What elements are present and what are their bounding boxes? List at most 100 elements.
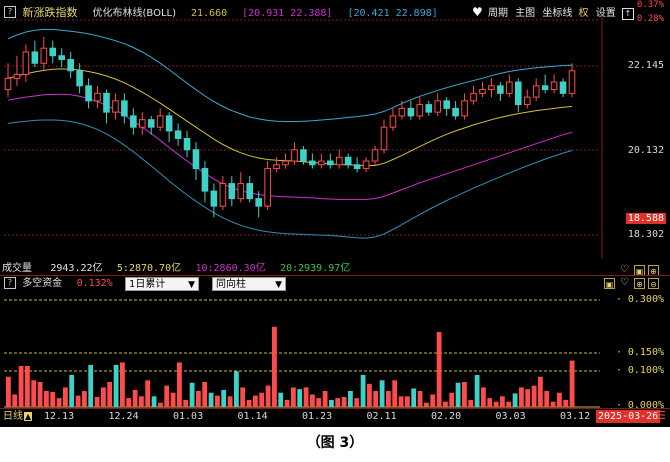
- candle-body: [434, 100, 442, 113]
- candle[interactable]: [40, 36, 48, 71]
- candle[interactable]: [461, 93, 468, 120]
- candle[interactable]: [389, 108, 397, 131]
- candle[interactable]: [523, 89, 531, 109]
- candle[interactable]: [264, 161, 271, 210]
- fund-bar: [310, 394, 315, 407]
- candle[interactable]: [506, 74, 513, 98]
- candle[interactable]: [174, 123, 182, 146]
- menu-main[interactable]: 主图: [515, 8, 536, 19]
- bar-style-select[interactable]: 同向柱 ▼: [212, 277, 286, 291]
- candle[interactable]: [138, 112, 146, 135]
- menu-right[interactable]: 权: [578, 8, 589, 19]
- candle[interactable]: [112, 93, 119, 120]
- sub-axis-0000-text: 0.000%: [627, 400, 664, 411]
- candle[interactable]: [568, 63, 576, 98]
- candle[interactable]: [300, 145, 307, 165]
- candle[interactable]: [130, 108, 137, 135]
- candle[interactable]: [514, 78, 522, 113]
- candle[interactable]: [479, 82, 486, 98]
- candle[interactable]: [255, 191, 262, 218]
- fund-flow-bar-chart[interactable]: [0, 290, 670, 427]
- candle[interactable]: [353, 157, 361, 173]
- candle-body: [291, 149, 298, 162]
- candle[interactable]: [165, 112, 173, 143]
- candle[interactable]: [49, 40, 57, 64]
- candle[interactable]: [416, 97, 424, 120]
- candle[interactable]: [371, 145, 379, 165]
- candle[interactable]: [452, 100, 459, 120]
- index-name[interactable]: 新涨跌指数: [22, 6, 78, 19]
- candle[interactable]: [201, 161, 209, 203]
- top-right-value: 0.37%: [636, 0, 664, 10]
- fund-bar: [101, 387, 106, 407]
- candle-body: [273, 164, 280, 170]
- candle[interactable]: [470, 85, 477, 105]
- volume-heart-icon[interactable]: ♡: [620, 264, 629, 275]
- indicator-name[interactable]: 优化布林线(BOLL): [92, 8, 177, 19]
- candle[interactable]: [425, 100, 433, 116]
- candle[interactable]: [192, 142, 200, 180]
- menu-period[interactable]: 周期: [487, 8, 508, 19]
- sub-zoom-out-icon[interactable]: ⊖: [648, 278, 659, 289]
- candle[interactable]: [22, 44, 30, 83]
- candle[interactable]: [76, 63, 83, 94]
- candle[interactable]: [228, 176, 236, 207]
- candle[interactable]: [362, 157, 370, 173]
- volume-label[interactable]: 成交量: [2, 263, 32, 274]
- candle[interactable]: [183, 130, 191, 158]
- candle[interactable]: [407, 100, 415, 120]
- candle[interactable]: [309, 153, 316, 169]
- menu-settings[interactable]: 设置: [595, 8, 616, 19]
- candle[interactable]: [13, 55, 21, 86]
- period-selector[interactable]: 日线 ▲: [3, 410, 33, 423]
- candle[interactable]: [103, 89, 110, 124]
- candle[interactable]: [380, 119, 388, 154]
- sub-expand-icon[interactable]: ▣: [604, 278, 615, 289]
- candle[interactable]: [559, 78, 567, 98]
- candle[interactable]: [541, 74, 549, 94]
- candle[interactable]: [94, 85, 101, 109]
- sub-zoom-in-icon[interactable]: ⊕: [634, 278, 645, 289]
- candle[interactable]: [85, 78, 92, 109]
- sub-question-icon[interactable]: ?: [4, 277, 16, 289]
- candle[interactable]: [219, 176, 227, 210]
- candle[interactable]: [156, 108, 164, 131]
- candle[interactable]: [488, 78, 495, 98]
- candle[interactable]: [550, 74, 558, 94]
- candle[interactable]: [443, 97, 450, 116]
- candle[interactable]: [398, 100, 406, 120]
- candle[interactable]: [318, 153, 325, 169]
- up-arrow-icon[interactable]: ↑: [621, 8, 634, 20]
- price-label-2: 20.132: [627, 145, 664, 156]
- candle[interactable]: [282, 153, 289, 169]
- candle[interactable]: [121, 93, 128, 124]
- fund-bar: [272, 326, 277, 408]
- candle[interactable]: [4, 63, 12, 98]
- candle[interactable]: [237, 172, 245, 203]
- candle[interactable]: [326, 153, 334, 169]
- candle[interactable]: [497, 82, 504, 101]
- candle[interactable]: [67, 51, 74, 79]
- candle[interactable]: [58, 48, 66, 68]
- candle[interactable]: [273, 157, 280, 173]
- sub-panel-name[interactable]: 多空资金: [22, 278, 63, 289]
- candle[interactable]: [246, 176, 254, 203]
- candle[interactable]: [434, 93, 442, 116]
- candle-body: [309, 160, 316, 166]
- menu-lines-icon[interactable]: ☰: [656, 409, 666, 422]
- candlestick-chart[interactable]: [0, 0, 670, 258]
- accumulate-select[interactable]: 1日累计 ▼: [125, 277, 199, 291]
- question-icon[interactable]: ?: [4, 6, 16, 18]
- candle[interactable]: [291, 142, 298, 165]
- candle[interactable]: [210, 183, 218, 218]
- heart-icon[interactable]: ♥: [472, 5, 483, 19]
- candle[interactable]: [31, 40, 39, 68]
- candle-body: [67, 58, 74, 72]
- candle[interactable]: [335, 149, 343, 169]
- menu-coord[interactable]: 坐标线: [542, 8, 573, 19]
- candle[interactable]: [532, 78, 540, 101]
- candle[interactable]: [147, 115, 155, 135]
- candle[interactable]: [344, 153, 352, 169]
- dot-marker-icon: ·: [615, 365, 622, 376]
- sub-heart-icon[interactable]: ♡: [620, 277, 629, 288]
